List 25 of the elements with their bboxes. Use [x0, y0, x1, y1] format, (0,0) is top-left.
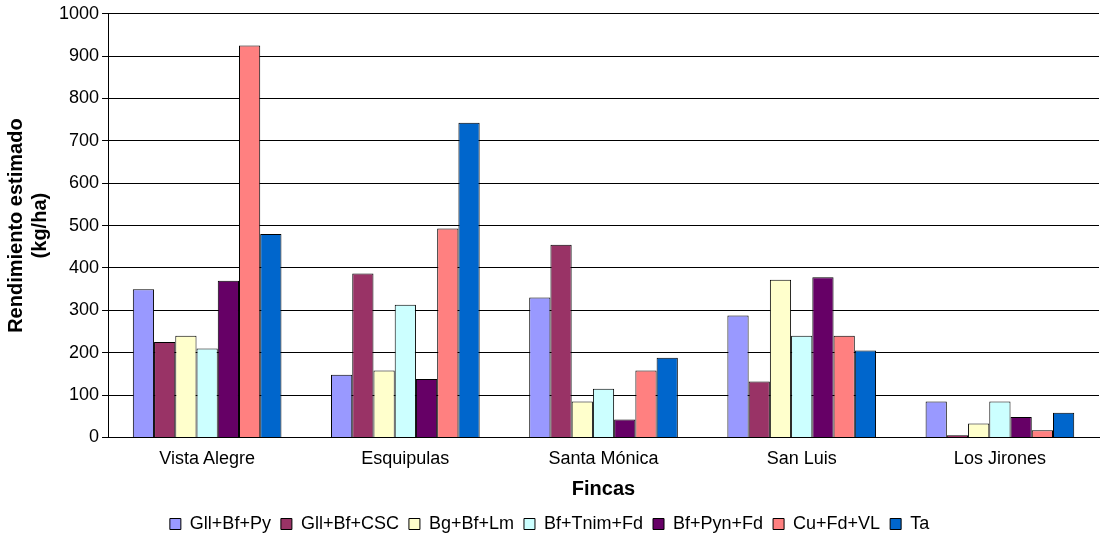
- x-tick-label: Santa Mónica: [548, 448, 660, 469]
- y-tick-label: 100: [69, 384, 100, 405]
- legend-label: Bf+Tnim+Fd: [543, 512, 644, 533]
- y-tick-label: 500: [69, 214, 100, 235]
- y-tick-label: 900: [69, 45, 100, 66]
- y-tick-label: 1000: [59, 2, 100, 23]
- y-tick-label: 0: [89, 426, 100, 447]
- y-tick-label: 600: [69, 172, 100, 193]
- x-tick-label: Vista Alegre: [159, 448, 256, 469]
- legend-label: Gll+Bf+Py: [189, 512, 271, 533]
- legend-label: Bf+Pyn+Fd: [673, 512, 764, 533]
- x-tick-label: Los Jirones: [953, 448, 1046, 469]
- y-tick-label: 700: [69, 129, 100, 150]
- x-tick-label: San Luis: [766, 448, 837, 469]
- legend-label: Ta: [910, 512, 931, 533]
- legend-label: Bg+Bf+Lm: [428, 512, 514, 533]
- x-axis-title: Fincas: [571, 476, 636, 499]
- y-tick-label: 200: [69, 341, 100, 362]
- x-tick-label: Esquipulas: [361, 448, 450, 469]
- legend-label: Cu+Fd+VL: [793, 512, 881, 533]
- y-axis-title: Rendimiento estimado (kg/ha): [3, 118, 50, 333]
- y-tick-label: 300: [69, 299, 100, 320]
- y-tick-label: 400: [69, 256, 100, 277]
- legend-label: Gll+Bf+CSC: [300, 512, 399, 533]
- y-tick-label: 800: [69, 87, 100, 108]
